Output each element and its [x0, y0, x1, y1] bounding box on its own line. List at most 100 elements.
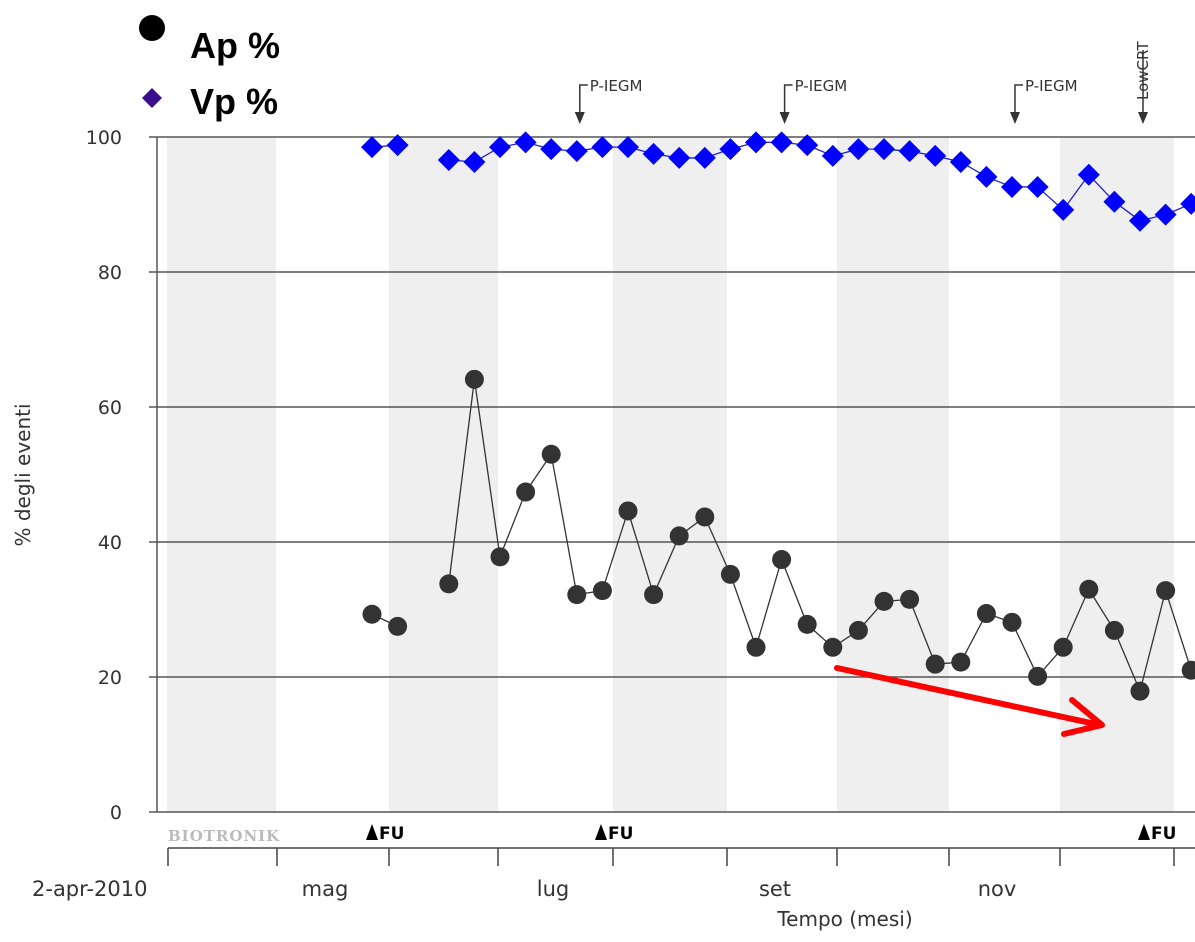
background-bands	[167, 137, 1174, 812]
vp-point	[796, 134, 819, 157]
ap-point	[1028, 666, 1048, 686]
vp-point	[591, 136, 614, 159]
series-line-segment	[1139, 590, 1167, 692]
series-line-segment	[448, 379, 476, 584]
y-tick-label: 0	[110, 802, 122, 824]
ap-point	[362, 604, 382, 624]
y-tick-label: 60	[98, 397, 122, 419]
vp-point	[489, 136, 511, 159]
axes	[149, 137, 1195, 813]
ap-point	[541, 444, 561, 464]
legend-label: Vp %	[190, 81, 278, 122]
vp-point	[642, 142, 665, 165]
ap-point	[695, 507, 715, 527]
vp-point	[437, 148, 460, 171]
event-label: P-IEGM	[590, 77, 643, 95]
x-tick-label: set	[759, 877, 791, 901]
event-marker-line	[783, 84, 793, 120]
series-line-segment	[550, 454, 578, 595]
vp-point	[898, 140, 921, 163]
ap-point	[464, 369, 484, 389]
vp-point	[693, 146, 716, 169]
vp-point	[617, 136, 639, 159]
y-tick-label: 100	[86, 127, 122, 149]
event-label: P-IEGM	[1025, 77, 1078, 95]
x-tick-label: lug	[537, 877, 569, 901]
x-axis: 2-apr-2010 mag lug set nov	[32, 847, 1195, 901]
series-line-segment	[627, 510, 655, 595]
trend-arrow-head	[1061, 697, 1105, 737]
ap-point	[567, 585, 587, 605]
series-line-segment	[729, 574, 757, 648]
vp-point	[949, 150, 972, 173]
event-arrow-icon	[574, 112, 585, 124]
x-axis-title: Tempo (mesi)	[776, 907, 912, 931]
series-line-segment	[499, 491, 527, 558]
event-marker-line	[579, 84, 588, 120]
vp-point	[514, 131, 537, 154]
event-arrow-icon	[1010, 112, 1020, 124]
ap-point	[874, 591, 894, 611]
series-line-segment	[473, 379, 501, 557]
trend-arrow-line	[834, 665, 1103, 728]
ap-point	[439, 574, 459, 594]
event-label: P-IEGM	[795, 77, 848, 95]
ap-point	[388, 616, 408, 636]
series-line-segment	[1062, 588, 1090, 648]
ap-point	[669, 526, 689, 546]
month-band	[837, 137, 949, 812]
y-axis-title: % degli eventi	[11, 403, 35, 546]
ap-point	[592, 581, 612, 601]
fu-triangle-icon	[595, 824, 607, 840]
ap-point	[618, 501, 638, 521]
vp-point	[463, 150, 486, 173]
ap-point	[925, 654, 945, 674]
vp-point	[1001, 175, 1023, 198]
series-line-segment	[653, 535, 680, 595]
series-line-segment	[780, 559, 808, 625]
x-tick-label: 2-apr-2010	[32, 877, 147, 901]
data-series	[361, 131, 1195, 701]
ap-point	[1104, 620, 1124, 640]
vp-point	[1077, 163, 1100, 186]
fu-label: FU	[1151, 824, 1176, 844]
vp-point	[719, 138, 742, 161]
ap-point	[490, 547, 510, 567]
y-tick-label: 80	[98, 262, 122, 284]
vp-point	[821, 144, 844, 167]
event-label: LowCRT	[1134, 41, 1152, 100]
vp-point	[1154, 203, 1177, 226]
ap-point	[1079, 579, 1099, 599]
vp-point	[924, 144, 947, 167]
ap-point	[1053, 637, 1073, 657]
vp-point	[745, 131, 767, 154]
ap-point	[797, 614, 817, 634]
annotations: P-IEGM P-IEGM P-IEGM LowCRT FU FU FU	[366, 41, 1176, 844]
ap-point	[848, 620, 868, 640]
month-band	[167, 137, 276, 812]
vp-point	[770, 131, 793, 154]
vp-point	[386, 134, 409, 157]
series-line-segment	[601, 510, 629, 591]
vp-point	[847, 138, 870, 161]
series-line-segment	[704, 516, 731, 575]
brand-watermark: BIOTRONIK	[168, 827, 280, 845]
month-band	[613, 137, 727, 812]
month-band	[389, 137, 498, 812]
fu-triangle-icon	[1138, 824, 1150, 840]
event-marker-line	[1014, 84, 1023, 120]
series-line-segment	[755, 559, 783, 648]
ap-point	[1002, 612, 1022, 632]
ap-point	[823, 637, 843, 657]
y-tick-label: 40	[98, 532, 122, 554]
vp-point	[1103, 190, 1126, 213]
series-line-segment	[1113, 630, 1141, 692]
legend-diamond-icon	[142, 88, 162, 108]
event-arrow-icon	[1138, 112, 1148, 124]
legend-label: Ap %	[190, 25, 280, 66]
ap-point	[516, 482, 536, 502]
ap-point	[720, 564, 740, 584]
vp-point	[1129, 209, 1151, 232]
vp-point	[540, 138, 563, 161]
